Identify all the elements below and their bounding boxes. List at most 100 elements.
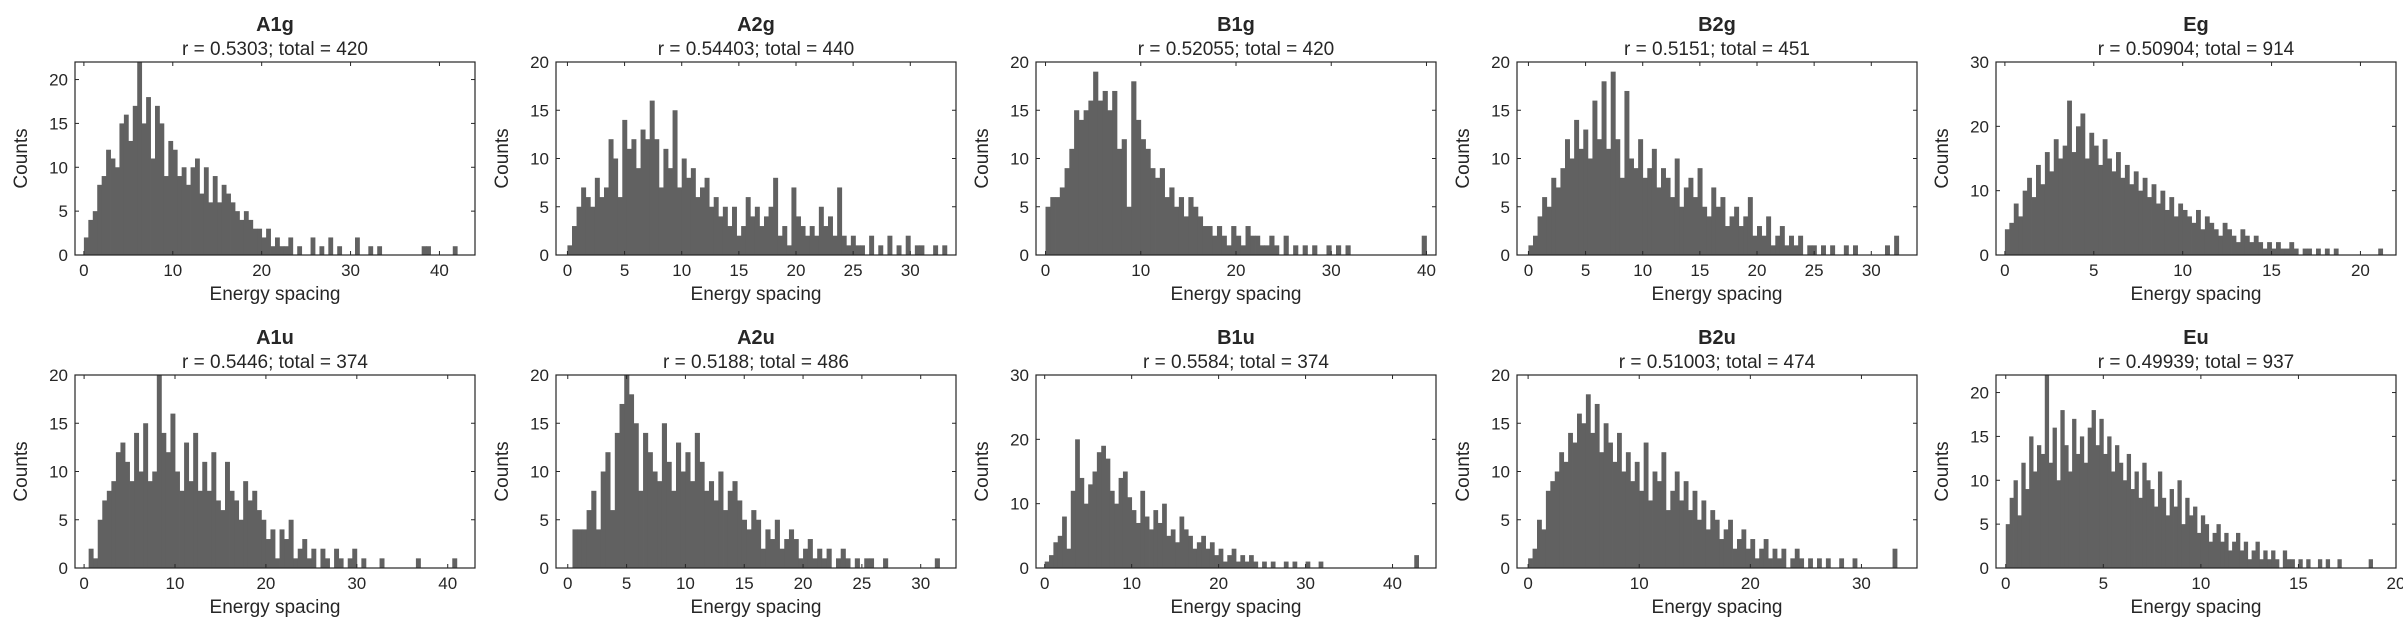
histogram-bar (1732, 548, 1738, 568)
x-tick-label: 30 (901, 261, 920, 280)
histogram-bar (179, 490, 185, 568)
y-tick-label: 5 (59, 202, 68, 221)
x-tick-label: 30 (341, 261, 360, 280)
histogram-bar (1262, 561, 1267, 568)
y-tick-label: 30 (1010, 366, 1029, 385)
histogram-bar (723, 510, 729, 568)
histogram-bar (2193, 506, 2198, 568)
y-tick-label: 5 (540, 511, 549, 530)
histogram-bar (1577, 413, 1582, 568)
y-tick-label: 0 (540, 246, 549, 265)
histogram-bar (101, 176, 107, 255)
histogram-bar (1528, 558, 1533, 568)
y-tick-label: 0 (1020, 559, 1029, 578)
histogram-bar (115, 167, 120, 255)
histogram-bar (1741, 529, 1747, 568)
histogram-bar (1705, 529, 1711, 568)
histogram-bar (1843, 245, 1849, 255)
histogram-bar (1734, 206, 1740, 255)
histogram-bar (2208, 541, 2213, 568)
histogram-bar (1789, 235, 1794, 255)
histogram-bar (594, 177, 600, 255)
histogram-bar (177, 176, 183, 255)
x-tick-label: 0 (1040, 574, 1049, 593)
x-tick-label: 20 (1227, 261, 1246, 280)
histogram-bar (2239, 550, 2245, 568)
histogram-bar (1642, 177, 1648, 255)
histogram-bar (1274, 245, 1280, 255)
histogram-bar (2220, 541, 2225, 568)
histogram-bar (1597, 139, 1602, 255)
histogram-bar (652, 471, 658, 568)
histogram-bar (1121, 139, 1127, 255)
histogram-bar (581, 187, 587, 255)
histogram-bar (319, 246, 325, 255)
chart-subtitle: r = 0.5584; total = 374 (1143, 352, 1329, 373)
chart-title: Eu (2183, 327, 2209, 349)
histogram-bar (252, 228, 258, 255)
chart-subtitle: r = 0.5188; total = 486 (663, 352, 849, 373)
x-tick-label: 30 (1862, 261, 1881, 280)
x-axis-label: Energy spacing (210, 284, 341, 305)
x-tick-label: 10 (1122, 574, 1141, 593)
x-tick-label: 0 (1041, 261, 1050, 280)
histogram-bar (2262, 248, 2268, 255)
x-tick-label: 0 (2001, 574, 2010, 593)
histogram-bar (855, 245, 861, 255)
histogram-bar (1560, 168, 1566, 255)
histogram-bar (2089, 132, 2095, 255)
histogram-bar (826, 548, 832, 568)
histogram-bar (2080, 113, 2086, 255)
histogram-bar (2236, 242, 2241, 255)
histogram-bar (168, 140, 174, 255)
x-tick-label: 5 (1581, 261, 1590, 280)
histogram-bar (279, 529, 285, 568)
histogram-bar (155, 105, 160, 255)
histogram-bar (2189, 515, 2194, 568)
histogram-bar (2222, 222, 2228, 255)
histogram-bar (1606, 148, 1612, 255)
histogram-bar (727, 490, 733, 568)
histogram-bar (2218, 235, 2224, 255)
histogram-bar (614, 432, 620, 568)
histogram-bar (845, 558, 851, 568)
x-tick-label: 20 (252, 261, 271, 280)
y-tick-label: 10 (1010, 150, 1029, 169)
histogram-bar (841, 235, 847, 255)
histogram-bar (1259, 245, 1265, 255)
histogram-bar (750, 216, 756, 255)
chart-title: B1u (1217, 327, 1255, 349)
histogram-bar (1594, 403, 1600, 568)
histogram-bar (1665, 510, 1671, 568)
histogram-bar (1715, 206, 1721, 255)
histogram-bar (1798, 235, 1804, 255)
histogram-bar (1770, 245, 1776, 255)
y-axis-label: Counts (492, 128, 513, 188)
histogram-bar (2040, 453, 2046, 568)
histogram-bar (146, 97, 151, 255)
histogram-bar (2013, 203, 2019, 255)
histogram-bar (119, 123, 125, 255)
histogram-bar (1207, 226, 1213, 255)
histogram-bar (1550, 481, 1556, 568)
histogram-bar (756, 519, 762, 568)
histogram-bar (1737, 539, 1742, 568)
histogram-bars (1528, 394, 1898, 568)
histogram-bar (685, 452, 691, 568)
histogram-bar (1610, 71, 1616, 256)
x-tick-label: 0 (1524, 261, 1533, 280)
histogram-bar (1728, 519, 1733, 568)
y-tick-label: 15 (1491, 414, 1510, 433)
histogram-bar (1212, 235, 1218, 255)
histogram-bar (2146, 480, 2151, 568)
histogram-bar (1683, 481, 1689, 568)
histogram-bar (713, 197, 719, 255)
histogram-bar (1202, 226, 1208, 255)
histogram-bar (1817, 558, 1822, 568)
histogram-bar (854, 558, 860, 568)
chart-title: B1g (1217, 14, 1255, 36)
histogram-bar (256, 510, 262, 568)
x-tick-label: 20 (256, 574, 275, 593)
histogram-bar (1336, 245, 1342, 255)
histogram-bar (415, 558, 421, 568)
